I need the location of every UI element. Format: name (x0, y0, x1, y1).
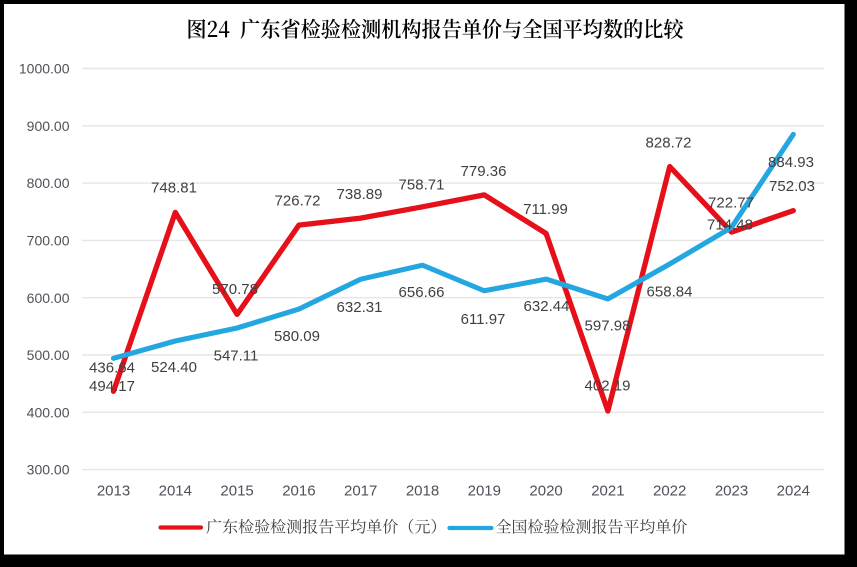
svg-text:828.72: 828.72 (646, 134, 692, 151)
svg-text:500.00: 500.00 (27, 347, 70, 363)
svg-text:722.77: 722.77 (708, 194, 754, 211)
svg-text:900.00: 900.00 (27, 118, 70, 134)
svg-text:758.71: 758.71 (399, 176, 445, 193)
svg-text:800.00: 800.00 (27, 175, 70, 191)
svg-text:600.00: 600.00 (27, 290, 70, 306)
svg-text:632.31: 632.31 (337, 299, 383, 316)
svg-text:2014: 2014 (159, 483, 192, 500)
svg-text:597.98: 597.98 (585, 317, 631, 334)
svg-text:752.03: 752.03 (769, 178, 815, 195)
svg-text:400.00: 400.00 (27, 404, 70, 420)
svg-text:2013: 2013 (97, 483, 130, 500)
svg-text:570.78: 570.78 (212, 281, 258, 298)
svg-text:436.64: 436.64 (89, 359, 135, 376)
svg-text:402.19: 402.19 (585, 377, 631, 394)
svg-text:300.00: 300.00 (27, 462, 70, 478)
svg-text:714.48: 714.48 (707, 216, 753, 233)
svg-text:2022: 2022 (653, 483, 686, 500)
svg-text:2021: 2021 (591, 483, 624, 500)
svg-text:632.44: 632.44 (524, 298, 570, 315)
svg-text:2023: 2023 (715, 483, 748, 500)
svg-text:738.89: 738.89 (337, 186, 383, 203)
svg-text:884.93: 884.93 (768, 154, 814, 171)
svg-text:611.97: 611.97 (461, 311, 506, 328)
svg-text:2019: 2019 (468, 483, 501, 500)
svg-text:658.84: 658.84 (647, 283, 693, 300)
svg-text:2015: 2015 (220, 483, 253, 500)
svg-text:2018: 2018 (406, 483, 439, 500)
svg-text:2020: 2020 (529, 483, 562, 500)
svg-text:748.81: 748.81 (151, 179, 197, 196)
svg-text:524.40: 524.40 (151, 359, 197, 376)
svg-text:2016: 2016 (282, 483, 315, 500)
svg-text:779.36: 779.36 (461, 163, 507, 180)
svg-text:1000.00: 1000.00 (19, 61, 70, 77)
svg-text:494.17: 494.17 (89, 378, 135, 395)
svg-text:547.11: 547.11 (214, 347, 259, 364)
svg-text:711.99: 711.99 (523, 201, 568, 218)
svg-text:726.72: 726.72 (275, 192, 321, 209)
svg-text:700.00: 700.00 (27, 233, 70, 249)
svg-text:2024: 2024 (777, 483, 810, 500)
svg-text:656.66: 656.66 (399, 284, 445, 301)
svg-text:2017: 2017 (344, 483, 377, 500)
svg-text:580.09: 580.09 (274, 328, 320, 345)
